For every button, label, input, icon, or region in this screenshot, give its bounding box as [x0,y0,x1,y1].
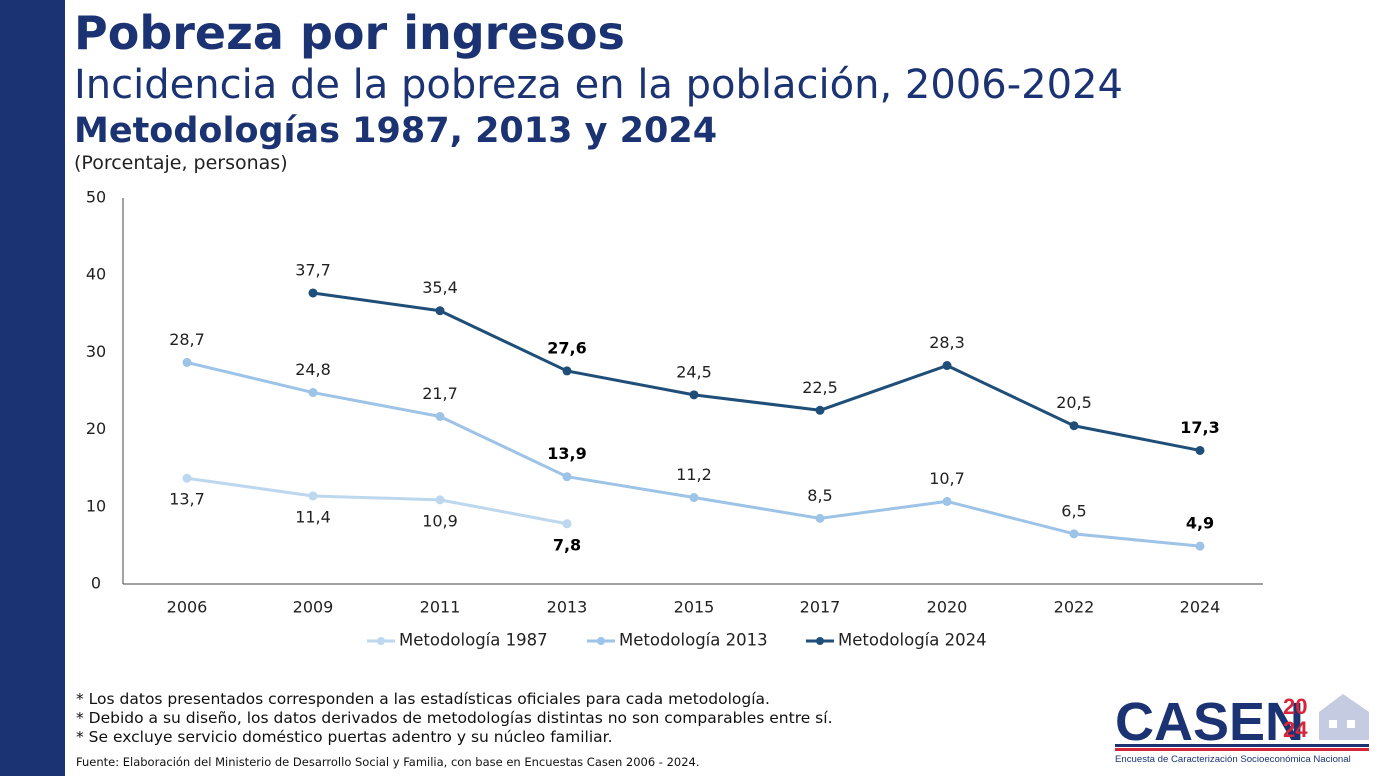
x-tick-label: 2024 [1180,598,1221,617]
series-2024-line [312,291,1201,452]
series-2013-data-label: 4,9 [1186,514,1214,533]
x-tick-label: 2009 [293,598,334,617]
series-2013-data-label: 8,5 [807,486,832,505]
series-1987-line [186,476,568,526]
house-icon [1319,694,1369,740]
series-2024-data-label: 37,7 [295,260,331,279]
series-2024-point [562,366,572,376]
side-accent-bar [0,0,65,776]
page-subtitle: Incidencia de la pobreza en la población… [74,62,1123,108]
series-2024-point [1195,445,1205,455]
x-tick-label: 2017 [800,598,841,617]
series-2013-point [182,357,192,367]
series-1987-data-label: 13,7 [169,490,205,509]
series-1987-data-label: 10,9 [422,511,458,530]
series-2013-data-label: 6,5 [1061,501,1086,520]
y-tick-label: 40 [86,265,106,284]
y-tick-label: 50 [86,188,106,207]
footnote: * Los datos presentados corresponden a l… [76,690,770,708]
series-2024-data-label: 35,4 [422,278,458,297]
series-2013-point [942,496,952,506]
y-tick-label: 20 [86,419,106,438]
series-2024-data-label: 22,5 [802,378,838,397]
x-tick-label: 2020 [927,598,968,617]
series-1987-point [435,495,445,505]
series-2024-data-label: 24,5 [676,362,712,381]
series-2024-point [308,288,318,298]
legend-swatch-point [377,637,385,645]
logo-word: CASEN [1115,692,1304,752]
series-2013-data-label: 10,7 [929,469,965,488]
y-tick-label: 10 [86,496,106,515]
series-2013-point [308,388,318,398]
legend-label: Metodología 1987 [399,631,548,650]
series-2013-data-label: 21,7 [422,384,458,403]
logo-year-top: 20 [1283,694,1307,719]
series-2013-point [1195,541,1205,551]
legend-swatch-point [597,637,605,645]
series-1987-point [182,473,192,483]
units-label: (Porcentaje, personas) [74,152,288,174]
series-2024-point [435,306,445,316]
legend-label: Metodología 2024 [838,631,987,650]
series-2013-point [1069,529,1079,539]
series-2024-point [815,405,825,415]
series-2013-data-label: 24,8 [295,360,331,379]
x-tick-label: 2011 [420,598,461,617]
casen-logo: CASEN 20 24 Encuesta de Caracterización … [1115,692,1369,765]
house-window-icon [1347,720,1355,728]
footnote: * Debido a su diseño, los datos derivado… [76,709,833,727]
source-note: Fuente: Elaboración del Ministerio de De… [76,755,700,769]
y-tick-label: 0 [91,574,101,593]
logo-tagline: Encuesta de Caracterización Socioeconómi… [1115,754,1351,765]
series-2024-data-label: 17,3 [1180,418,1219,437]
series-2013-line [186,360,1201,548]
series-1987-data-label: 7,8 [553,535,581,554]
series-2013-point [562,472,572,482]
series-2013-data-label: 28,7 [169,330,205,349]
footnotes: * Los datos presentados corresponden a l… [76,690,833,747]
series-2013-data-label: 11,2 [676,465,712,484]
series-2024-point [689,390,699,400]
series-2013-point [689,493,699,503]
x-tick-label: 2006 [167,598,208,617]
legend-label: Metodología 2013 [619,631,768,650]
series-2024-point [1069,421,1079,431]
logo-rule-blue [1115,744,1369,747]
house-window-icon [1329,720,1337,728]
logo-year-bottom: 24 [1283,717,1308,742]
x-tick-label: 2022 [1054,598,1095,617]
x-tick-label: 2013 [547,598,588,617]
logo-rule-red [1115,748,1369,751]
series-2013-point [435,411,445,421]
footnote: * Se excluye servicio doméstico puertas … [76,728,613,746]
series-2024-point [942,361,952,371]
legend-swatch-point [816,637,824,645]
series-1987-data-label: 11,4 [295,507,331,526]
series-1987-point [308,491,318,501]
series-1987-point [562,519,572,529]
y-tick-label: 30 [86,342,106,361]
x-tick-label: 2015 [674,598,715,617]
series-2013-point [815,513,825,523]
series-2024-data-label: 20,5 [1056,393,1092,412]
series-2024-data-label: 28,3 [929,333,965,352]
methodologies-subtitle: Metodologías 1987, 2013 y 2024 [74,111,718,151]
series-2013-data-label: 13,9 [547,444,586,463]
series-2024-data-label: 27,6 [547,338,586,357]
page-title: Pobreza por ingresos [74,6,625,60]
